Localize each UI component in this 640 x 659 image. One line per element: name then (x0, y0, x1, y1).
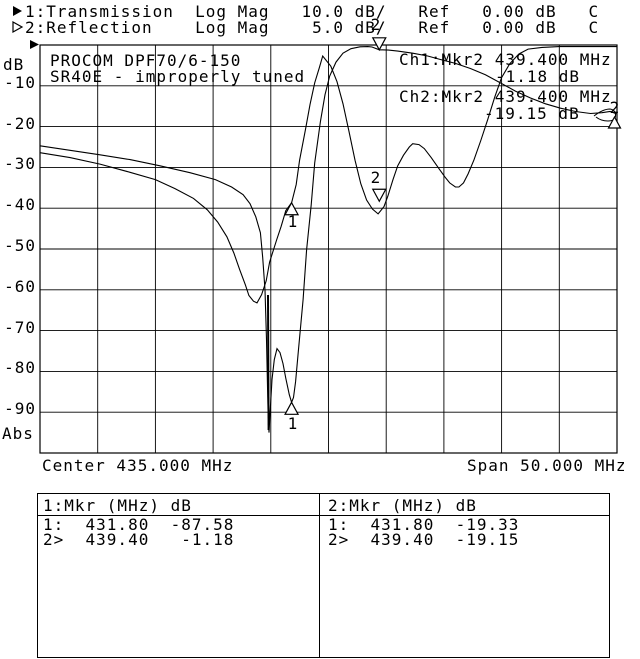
marker1-ch1-triangle-icon (284, 401, 300, 415)
ch2-marker-readout: Ch2:Mkr2 439.400 MHz (399, 87, 612, 106)
y-axis-tick-label: -70 (4, 318, 36, 337)
y-axis-tick-label: -40 (4, 195, 36, 214)
marker-table-divider (319, 494, 320, 657)
marker2-ch2-triangle-icon (371, 188, 387, 203)
marker-table: 1:Mkr (MHz) dB 1: 431.80 -87.58 2> 439.4… (37, 493, 610, 658)
x-axis-span-label: Span 50.000 MHz (467, 456, 627, 475)
marker2-ch1-label: 2 (370, 15, 382, 34)
marker2-edge-label: 2 (609, 98, 621, 117)
x-axis-center-label: Center 435.000 MHz (42, 456, 234, 475)
y-axis-tick-label: -20 (4, 114, 36, 133)
channel2-arrow-icon (12, 20, 24, 34)
marker-table-header-rule (38, 515, 609, 516)
y-axis-tick-label: -50 (4, 236, 36, 255)
ch1-marker-readout: Ch1:Mkr2 439.400 MHz (399, 50, 612, 69)
channel2-status-line: 2:Reflection Log Mag 5.0 dB/ Ref 0.00 dB… (25, 18, 600, 37)
y-axis-tick-label: -80 (4, 358, 36, 377)
marker-table-row: 2> 439.40 -1.18 (43, 530, 235, 549)
marker-table-right-header: 2:Mkr (MHz) dB (328, 496, 477, 515)
y-axis-abs-label: Abs (2, 424, 34, 443)
ch2-marker-readout-value: -19.15 dB (484, 104, 580, 123)
marker-table-row: 1: 431.80 -19.33 (328, 515, 520, 534)
y-axis-unit-label: dB (3, 55, 25, 74)
notch-spike-trace (267, 294, 270, 431)
ch1-marker-readout-value: -1.18 dB (495, 67, 581, 86)
marker2-ch2-label: 2 (370, 168, 382, 187)
marker1-ch2-label: 1 (287, 212, 299, 231)
channel1-status-line: 1:Transmission Log Mag 10.0 dB/ Ref 0.00… (25, 2, 600, 21)
edge-marker-triangle-icon (607, 115, 622, 129)
marker-table-row: 2> 439.40 -19.15 (328, 530, 520, 549)
marker1-ch1-label: 1 (287, 414, 299, 433)
marker-table-row: 1: 431.80 -87.58 (43, 515, 235, 534)
marker-triangles (284, 37, 387, 415)
marker2-ch1-triangle-icon (371, 37, 387, 52)
y-axis-tick-label: -90 (4, 399, 36, 418)
y-axis-tick-label: -60 (4, 277, 36, 296)
y-axis-tick-label: -10 (4, 73, 36, 92)
graph-title-line2: SR40E - improperly tuned (50, 67, 306, 86)
y-axis-tick-label: -30 (4, 154, 36, 173)
marker-table-left-header: 1:Mkr (MHz) dB (43, 496, 192, 515)
reference-level-arrow-icon (30, 40, 39, 49)
channel1-active-arrow-icon (13, 6, 22, 16)
